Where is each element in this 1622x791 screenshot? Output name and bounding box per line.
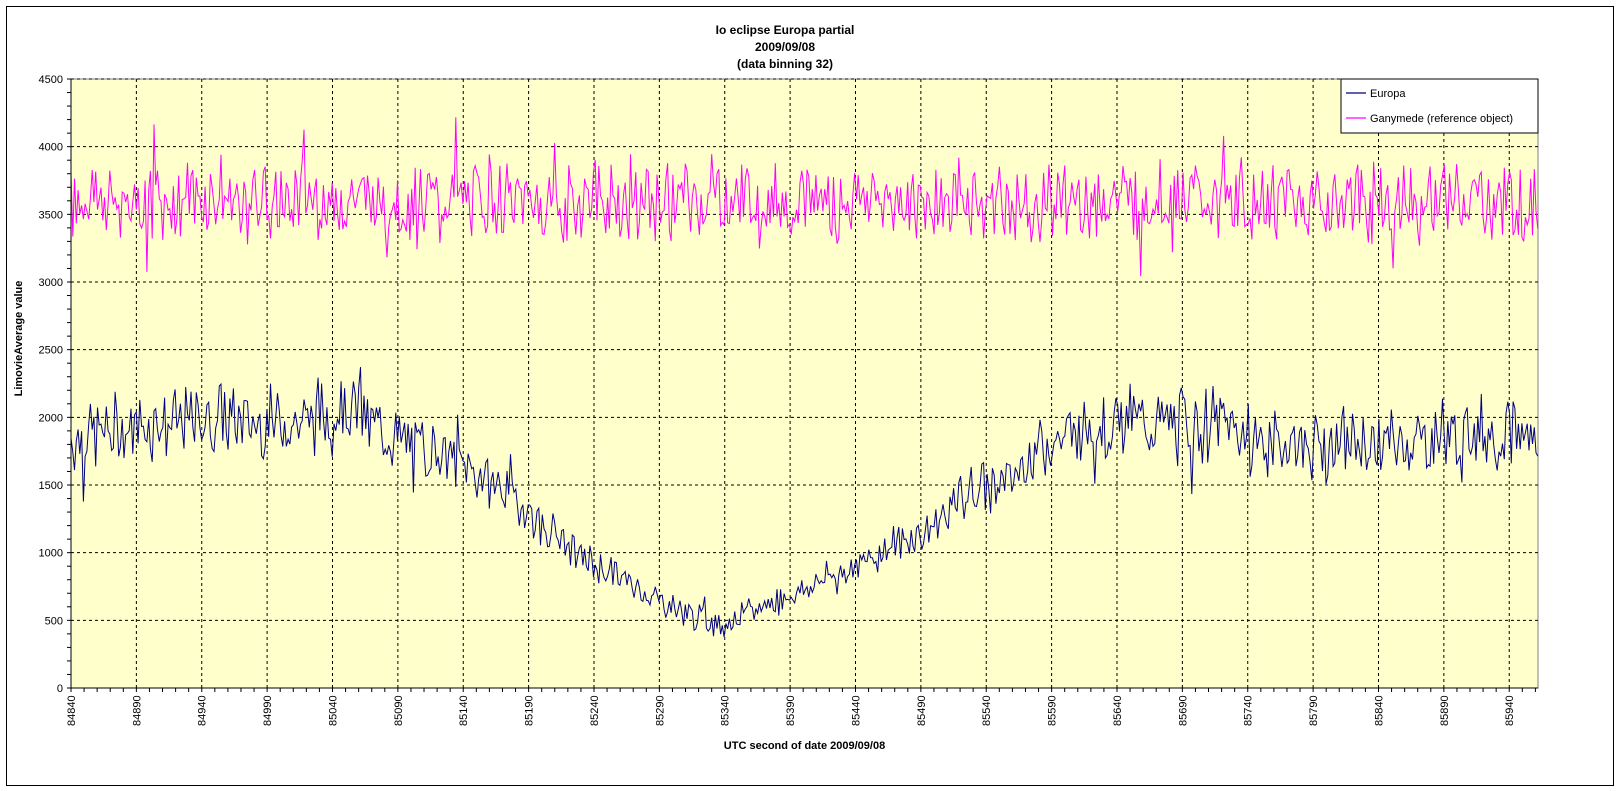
plot-area <box>70 78 1539 689</box>
legend-box <box>1340 78 1539 134</box>
x-tick-labels: 84840 84890 84940 84990 85040 85090 85140 85190… <box>66 695 1516 726</box>
y-tick-label: 3500 <box>39 209 63 221</box>
chart-title-line: Io eclipse Europa partial <box>716 23 855 37</box>
x-tick-label: 84990 <box>262 695 274 726</box>
y-tick-label: 500 <box>45 615 63 627</box>
chart-title-line: (data binning 32) <box>737 57 833 71</box>
x-tick-label: 85740 <box>1243 695 1255 726</box>
x-tick-label: 84840 <box>66 695 78 726</box>
chart-title-line: 2009/09/08 <box>755 40 815 54</box>
x-tick-label: 85840 <box>1373 695 1385 726</box>
y-tick-label: 2500 <box>39 345 63 357</box>
legend-label: Ganymede (reference object) <box>1370 113 1513 125</box>
y-tick-label: 3000 <box>39 277 63 289</box>
series-layer <box>70 117 1539 638</box>
chart-title: Io eclipse Europa partial 2009/09/08 (data… <box>716 23 855 71</box>
y-tick-label: 4000 <box>39 142 63 154</box>
x-tick-label: 85440 <box>850 695 862 726</box>
x-tick-label: 85790 <box>1308 695 1320 726</box>
x-tick-label: 85340 <box>720 695 732 726</box>
x-axis-label: UTC second of date 2009/09/08 <box>724 740 885 752</box>
x-tick-label: 84940 <box>197 695 209 726</box>
x-tick-label: 85290 <box>654 695 666 726</box>
series-line-europa <box>70 367 1539 638</box>
x-tick-label: 85390 <box>785 695 797 726</box>
x-tick-label: 85240 <box>589 695 601 726</box>
y-tick-label: 2000 <box>39 412 63 424</box>
x-tick-label: 85490 <box>916 695 928 726</box>
y-tick-label: 1500 <box>39 480 63 492</box>
legend-label: Europa <box>1370 88 1406 100</box>
legend: Europa Ganymede (reference object) <box>1340 78 1539 134</box>
x-tick-label: 85640 <box>1112 695 1124 726</box>
x-tick-label: 85190 <box>524 695 536 726</box>
x-tick-label: 85090 <box>393 695 405 726</box>
y-axis-label: LimovieAverage value <box>13 281 25 397</box>
x-tick-label: 85590 <box>1047 695 1059 726</box>
y-tick-label: 4500 <box>39 74 63 86</box>
y-tick-label: 0 <box>57 683 63 695</box>
x-tick-label: 84890 <box>131 695 143 726</box>
axes <box>67 78 1538 692</box>
y-tick-labels: 0 500 1000 1500 2000 2500 3000 3500 4000 4500 <box>39 74 63 695</box>
series-line-ganymede <box>70 117 1539 277</box>
x-tick-label: 85690 <box>1177 695 1189 726</box>
y-tick-label: 1000 <box>39 548 63 560</box>
x-tick-label: 85040 <box>327 695 339 726</box>
x-tick-label: 85890 <box>1439 695 1451 726</box>
x-tick-label: 85940 <box>1504 695 1516 726</box>
x-tick-label: 85140 <box>458 695 470 726</box>
x-tick-label: 85540 <box>981 695 993 726</box>
